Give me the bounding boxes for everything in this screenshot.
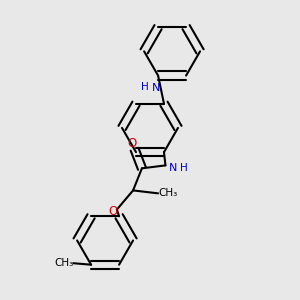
Text: O: O (109, 206, 118, 218)
Text: CH₃: CH₃ (158, 188, 177, 198)
Text: H: H (141, 82, 149, 92)
Text: N: N (152, 83, 160, 93)
Text: CH₃: CH₃ (54, 258, 74, 268)
Text: N: N (169, 163, 177, 173)
Text: O: O (128, 137, 137, 150)
Text: H: H (180, 163, 188, 173)
